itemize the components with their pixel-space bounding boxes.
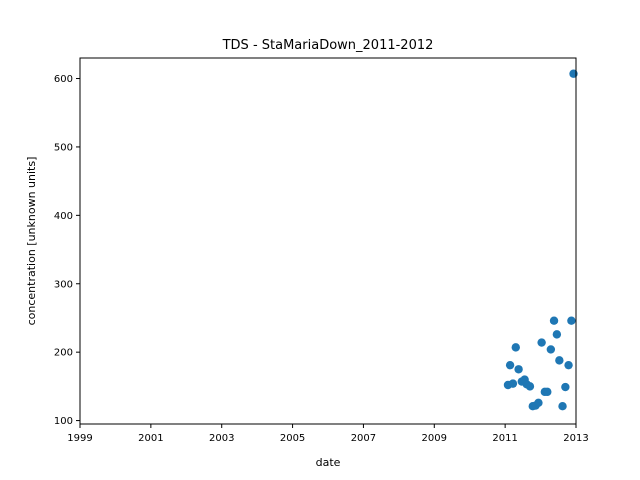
data-point (534, 398, 543, 407)
x-tick-label: 2013 (563, 433, 588, 444)
y-tick-label: 100 (54, 416, 73, 427)
data-point (514, 365, 523, 374)
data-point (564, 360, 573, 370)
data-point (543, 387, 552, 397)
y-axis-ticks: 100 200 300 400 500 600 (54, 74, 80, 427)
data-point (549, 316, 559, 325)
x-tick-label: 2005 (280, 433, 305, 444)
data-point (525, 382, 535, 391)
data-point (511, 343, 520, 352)
x-axis-label: date (316, 456, 341, 469)
data-point (561, 382, 570, 392)
y-tick-label: 400 (54, 211, 73, 222)
y-tick-label: 300 (54, 279, 73, 290)
x-tick-label: 1999 (67, 433, 92, 444)
data-point (552, 330, 562, 339)
x-tick-label: 2009 (422, 433, 447, 444)
data-point (555, 356, 564, 365)
chart-title: TDS - StaMariaDown_2011-2012 (222, 38, 434, 53)
axes-frame (79, 57, 577, 425)
y-tick-label: 600 (54, 74, 73, 85)
data-point (546, 345, 556, 354)
data-point (558, 402, 567, 411)
y-axis-label: concentration [unknown units] (25, 157, 38, 326)
data-point (508, 379, 518, 388)
y-tick-label: 200 (54, 348, 73, 359)
x-axis-ticks: 1999 2001 2003 2005 2007 2009 2011 2013 (67, 424, 589, 444)
x-tick-label: 2003 (209, 433, 234, 444)
data-point (567, 316, 576, 325)
x-tick-label: 2001 (138, 433, 163, 444)
data-point (537, 338, 546, 347)
data-points (503, 69, 578, 411)
x-tick-label: 2007 (351, 433, 376, 444)
data-point (505, 360, 515, 370)
x-tick-label: 2011 (492, 433, 517, 444)
y-tick-label: 500 (54, 142, 73, 153)
